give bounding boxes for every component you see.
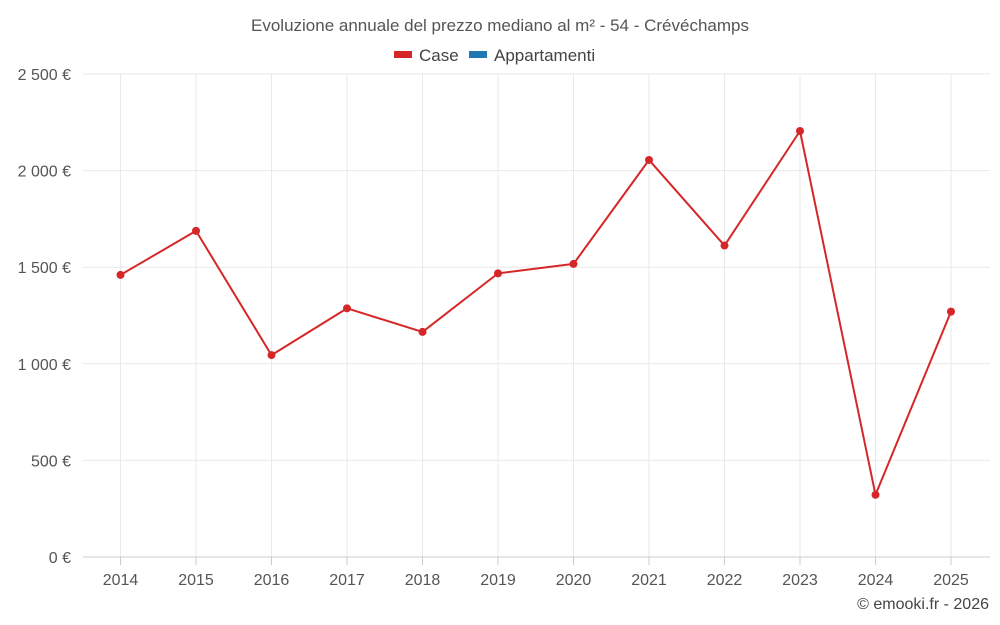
- y-tick-label: 2 500 €: [18, 67, 71, 84]
- legend-swatch-appartamenti: [469, 51, 487, 58]
- x-tick-label: 2021: [631, 572, 667, 589]
- x-tick-label: 2016: [254, 572, 290, 589]
- x-tick-label: 2023: [782, 572, 818, 589]
- legend-label-case: Case: [419, 46, 459, 65]
- x-tick-label: 2014: [103, 572, 139, 589]
- series-layer: [116, 126, 955, 499]
- x-tick-label: 2020: [556, 572, 592, 589]
- legend-item-appartamenti[interactable]: Appartamenti: [469, 46, 595, 65]
- data-point-2022[interactable]: [720, 241, 729, 250]
- data-point-2020[interactable]: [569, 259, 578, 268]
- data-point-2024[interactable]: [871, 490, 880, 499]
- data-point-2018[interactable]: [418, 327, 427, 336]
- x-tick-label: 2019: [480, 572, 516, 589]
- y-tick-label: 500 €: [31, 453, 71, 470]
- data-point-2016[interactable]: [267, 351, 276, 360]
- y-tick-label: 1 500 €: [18, 260, 71, 277]
- data-point-2025[interactable]: [947, 307, 955, 316]
- data-point-2021[interactable]: [645, 155, 653, 164]
- chart-title: Evoluzione annuale del prezzo mediano al…: [251, 16, 749, 35]
- data-point-2023[interactable]: [796, 126, 804, 135]
- x-tick-label: 2024: [858, 572, 894, 589]
- x-tick-label: 2022: [707, 572, 743, 589]
- data-point-2014[interactable]: [116, 270, 125, 279]
- x-tick-label: 2017: [329, 572, 365, 589]
- y-tick-label: 1 000 €: [18, 357, 71, 374]
- data-point-2017[interactable]: [343, 304, 351, 313]
- x-tick-label: 2015: [178, 572, 214, 589]
- y-axis-ticks: 0 € 500 € 1 000 € 1 500 € 2 000 € 2 500 €: [18, 67, 71, 567]
- legend: Case Appartamenti: [394, 46, 595, 65]
- legend-swatch-case: [394, 51, 412, 58]
- x-tick-label: 2025: [933, 572, 969, 589]
- y-gridlines: [83, 73, 990, 461]
- legend-label-appartamenti: Appartamenti: [494, 46, 595, 65]
- x-tick-label: 2018: [405, 572, 441, 589]
- x-axis-ticks: 2014 2015 2016 2017 2018 2019 2020 2021 2022 2023…: [103, 557, 969, 589]
- y-tick-label: 2 000 €: [18, 164, 71, 181]
- data-point-2019[interactable]: [494, 269, 502, 278]
- credit-text: © emooki.fr - 2026: [857, 596, 989, 613]
- data-point-2015[interactable]: [192, 226, 200, 235]
- legend-item-case[interactable]: Case: [394, 46, 459, 65]
- x-gridlines: [120, 74, 952, 557]
- y-tick-label: 0 €: [49, 550, 71, 567]
- series-line-case: [119, 129, 952, 496]
